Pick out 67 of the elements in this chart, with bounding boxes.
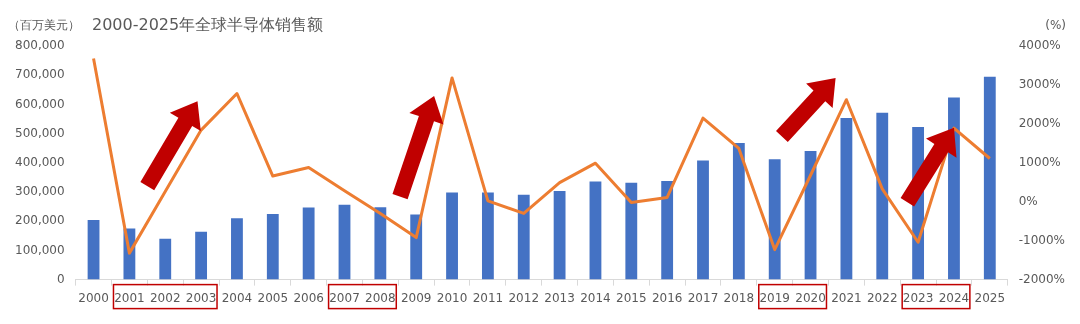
bar (87, 220, 100, 280)
x-tick-label: 2015 (616, 290, 647, 305)
bar (553, 191, 566, 280)
y-tick-label: 800,000 (15, 38, 65, 53)
y-axis-title: （百万美元） (8, 18, 80, 33)
x-tick-label: 2018 (723, 290, 755, 305)
y2-tick-label: -1000% (1018, 232, 1066, 247)
x-tick-label: 2014 (580, 290, 611, 305)
y2-tick-label: 2000% (1018, 115, 1061, 130)
x-tick-label: 2013 (544, 290, 575, 305)
bar (195, 231, 208, 280)
x-tick-label: 2021 (831, 290, 862, 305)
bar (697, 160, 709, 280)
y-tick-label: 100,000 (15, 242, 65, 257)
bar (768, 159, 781, 280)
y-tick-label: 500,000 (15, 125, 65, 140)
y2-tick-label: 4000% (1018, 38, 1061, 53)
bar (159, 238, 172, 280)
y-tick-label: 0 (56, 271, 65, 286)
bar (338, 204, 351, 280)
bar (481, 192, 494, 280)
x-tick-label: 2002 (149, 290, 181, 305)
x-tick-label: 2016 (651, 290, 683, 305)
x-tick-label: 2019 (759, 290, 790, 305)
y2-tick-label: 1000% (1018, 154, 1061, 169)
y-tick-label: 600,000 (15, 96, 65, 111)
bar (446, 192, 458, 280)
bar (266, 213, 279, 280)
x-tick-label: 2005 (257, 290, 289, 305)
y2-tick-label: 0% (1018, 193, 1038, 208)
bar (948, 97, 960, 280)
bar (983, 76, 996, 280)
x-tick-label: 2007 (329, 290, 360, 305)
x-tick-label: 2012 (508, 290, 540, 305)
x-tick-label: 2011 (472, 290, 504, 305)
x-tick-label: 2003 (185, 290, 217, 305)
x-tick-label: 2024 (938, 290, 970, 305)
x-tick-label: 2017 (687, 290, 719, 305)
x-tick-label: 2008 (365, 290, 396, 305)
y-tick-label: 200,000 (15, 213, 65, 228)
y2-axis-title: (%) (1045, 18, 1066, 33)
x-tick-label: 2009 (400, 290, 432, 305)
x-tick-label: 2001 (114, 290, 145, 305)
x-tick-label: 2020 (795, 290, 826, 305)
x-tick-label: 2006 (293, 290, 324, 305)
y2-tick-label: 3000% (1018, 77, 1061, 92)
bar (732, 142, 745, 280)
bar (302, 207, 315, 280)
bar (517, 194, 530, 280)
x-tick-label: 2004 (221, 290, 253, 305)
x-tick-label: 2000 (78, 290, 109, 305)
bar (231, 218, 243, 280)
y-tick-label: 300,000 (15, 184, 65, 199)
x-tick-label: 2022 (866, 290, 898, 305)
y-tick-label: 400,000 (15, 154, 65, 169)
bar (589, 181, 602, 280)
x-tick-label: 2023 (902, 290, 934, 305)
bar (840, 118, 853, 280)
bar (374, 207, 387, 280)
bar (625, 182, 638, 280)
y2-tick-label: -2000% (1018, 271, 1066, 286)
y-tick-label: 700,000 (15, 67, 65, 82)
x-tick-label: 2010 (436, 290, 468, 305)
bar (661, 180, 674, 280)
bar (876, 112, 889, 280)
x-tick-label: 2025 (974, 290, 1006, 305)
chart-title: 2000-2025年全球半导体销售额 (92, 15, 324, 35)
